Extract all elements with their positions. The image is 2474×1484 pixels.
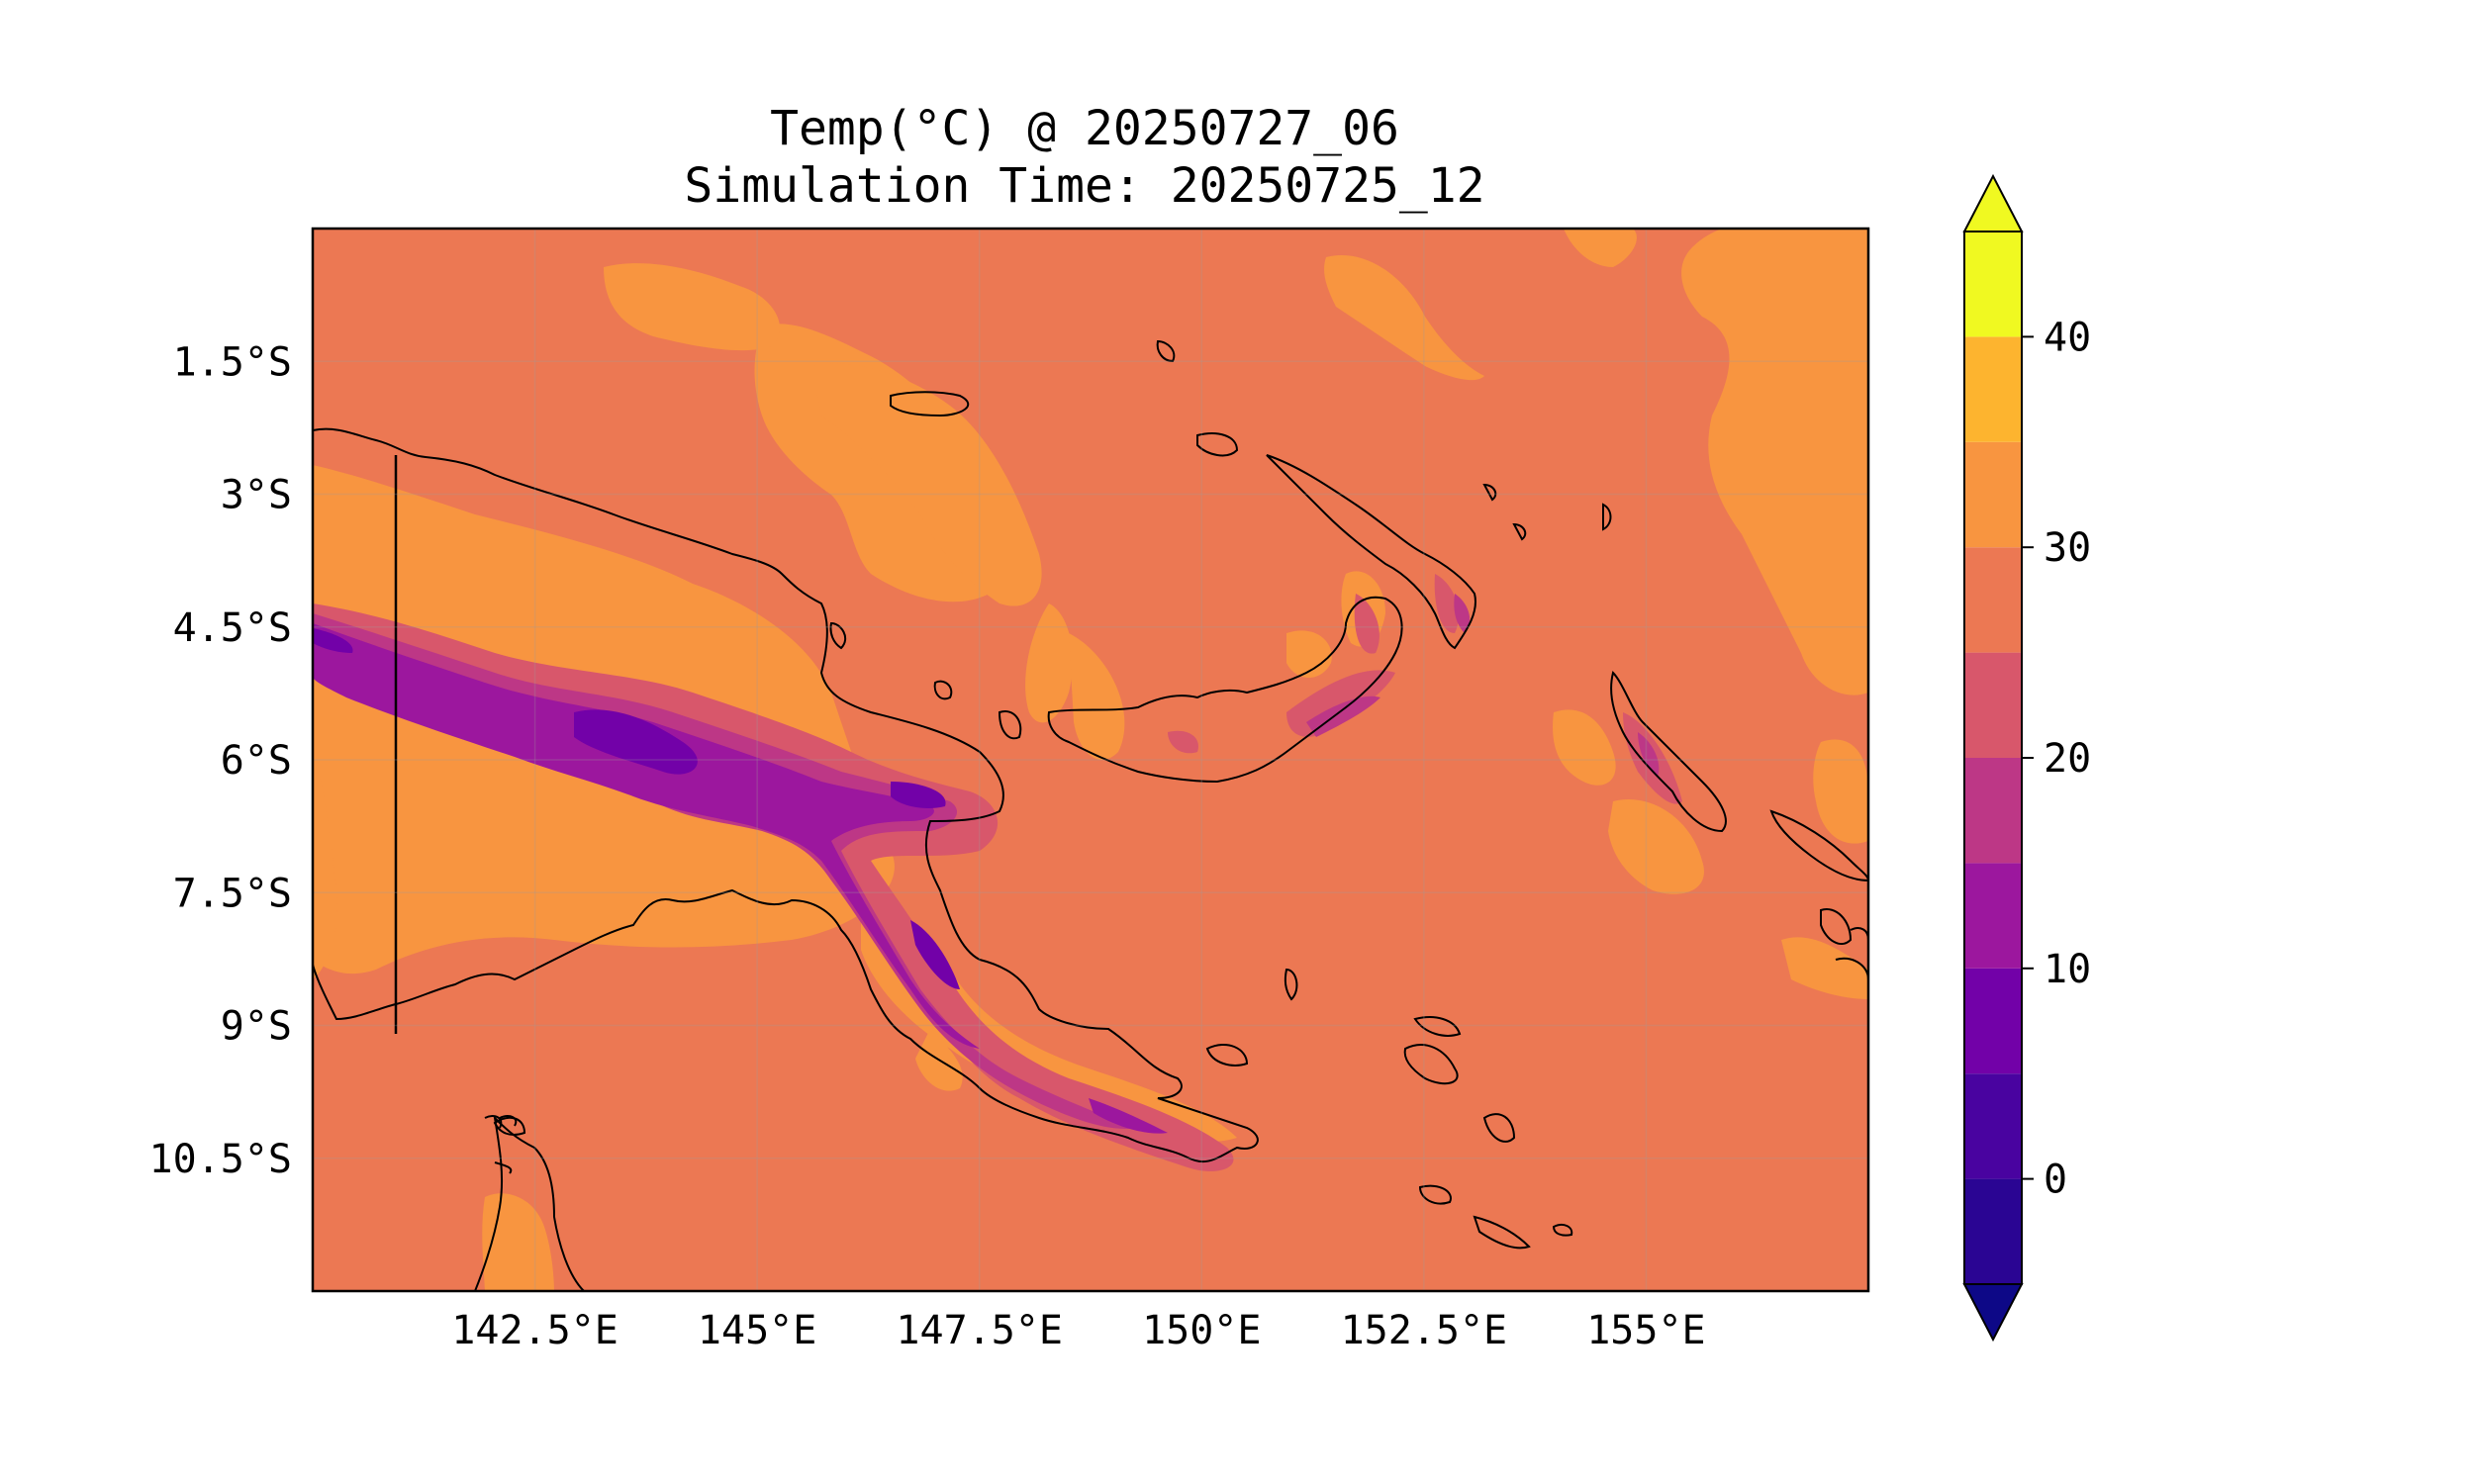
map-title-line-1: Temp(°C) @ 20250727_06 (770, 101, 1399, 156)
colorbar-tick-label: 10 (2044, 947, 2091, 992)
lon-tick-label: 147.5°E (896, 1308, 1063, 1353)
lat-tick-label: 1.5°S (173, 339, 292, 385)
lat-tick-label: 4.5°S (173, 605, 292, 651)
colorbar-bin (1964, 1073, 2022, 1179)
lon-tick-label: 145°E (698, 1308, 816, 1353)
map-title-line-2: Simulation Time: 20250725_12 (684, 158, 1485, 214)
colorbar-extend-min (1962, 1283, 2024, 1343)
colorbar-bin (1964, 758, 2022, 864)
map-gridlines (313, 229, 1868, 1291)
colorbar-tick-label: 0 (2044, 1158, 2067, 1203)
colorbar-extend-max (1962, 173, 2024, 232)
latitude-tick-labels: 1.5°S 3°S 4.5°S 6°S 7.5°S 9°S 10.5°S (149, 339, 293, 1182)
colorbar-bin (1964, 547, 2022, 653)
colorbar-bin (1964, 1178, 2022, 1284)
map-plot-area (313, 229, 1868, 1291)
colorbar-tick-label: 30 (2044, 525, 2091, 571)
colorbar-bin (1964, 336, 2022, 442)
colorbar-tick-label: 40 (2044, 315, 2091, 360)
lon-tick-label: 155°E (1586, 1308, 1705, 1353)
temperature-band-5-10 (313, 628, 960, 989)
lat-tick-label: 10.5°S (149, 1137, 293, 1182)
longitude-tick-labels: 142.5°E 145°E 147.5°E 150°E 152.5°E 155°E (451, 1308, 1705, 1353)
colorbar: 0 10 20 30 40 (1962, 173, 2091, 1343)
temperature-band-10-15 (313, 623, 1168, 1134)
colorbar-bin (1964, 652, 2022, 758)
colorbar-bin (1964, 441, 2022, 548)
lon-tick-label: 152.5°E (1341, 1308, 1508, 1353)
map-frame (311, 227, 1870, 1293)
colorbar-bin (1964, 232, 2022, 337)
colorbar-tick-label: 20 (2044, 736, 2091, 782)
lat-tick-label: 3°S (221, 473, 292, 518)
colorbar-bin (1964, 863, 2022, 969)
lat-tick-label: 7.5°S (173, 871, 292, 916)
lat-tick-label: 9°S (221, 1004, 292, 1050)
coastlines (313, 339, 1868, 1291)
colorbar-bin (1964, 968, 2022, 1074)
lon-tick-label: 150°E (1142, 1308, 1261, 1353)
lat-tick-label: 6°S (221, 738, 292, 784)
lon-tick-label: 142.5°E (451, 1308, 618, 1353)
